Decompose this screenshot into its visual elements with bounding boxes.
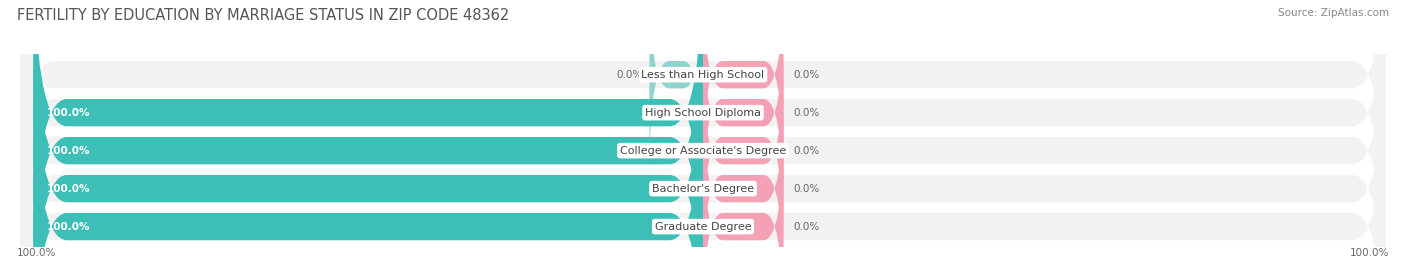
Text: Graduate Degree: Graduate Degree xyxy=(655,222,751,232)
FancyBboxPatch shape xyxy=(34,0,703,269)
Text: 100.0%: 100.0% xyxy=(17,248,56,258)
FancyBboxPatch shape xyxy=(703,12,783,213)
Text: 0.0%: 0.0% xyxy=(793,184,820,194)
FancyBboxPatch shape xyxy=(703,88,783,269)
FancyBboxPatch shape xyxy=(703,126,783,269)
Text: 0.0%: 0.0% xyxy=(793,108,820,118)
FancyBboxPatch shape xyxy=(20,12,1386,269)
Text: College or Associate's Degree: College or Associate's Degree xyxy=(620,146,786,156)
Text: 0.0%: 0.0% xyxy=(616,70,643,80)
FancyBboxPatch shape xyxy=(703,50,783,251)
Text: 0.0%: 0.0% xyxy=(793,146,820,156)
FancyBboxPatch shape xyxy=(34,0,703,269)
FancyBboxPatch shape xyxy=(20,0,1386,269)
Text: 100.0%: 100.0% xyxy=(46,108,90,118)
FancyBboxPatch shape xyxy=(20,0,1386,269)
Text: FERTILITY BY EDUCATION BY MARRIAGE STATUS IN ZIP CODE 48362: FERTILITY BY EDUCATION BY MARRIAGE STATU… xyxy=(17,8,509,23)
Text: Source: ZipAtlas.com: Source: ZipAtlas.com xyxy=(1278,8,1389,18)
Text: 0.0%: 0.0% xyxy=(793,70,820,80)
FancyBboxPatch shape xyxy=(650,0,703,175)
Text: 100.0%: 100.0% xyxy=(46,184,90,194)
FancyBboxPatch shape xyxy=(20,50,1386,269)
Text: 0.0%: 0.0% xyxy=(793,222,820,232)
Text: 100.0%: 100.0% xyxy=(46,146,90,156)
FancyBboxPatch shape xyxy=(34,50,703,269)
Text: Less than High School: Less than High School xyxy=(641,70,765,80)
FancyBboxPatch shape xyxy=(34,12,703,269)
FancyBboxPatch shape xyxy=(703,0,783,175)
Text: 100.0%: 100.0% xyxy=(1350,248,1389,258)
Text: Bachelor's Degree: Bachelor's Degree xyxy=(652,184,754,194)
FancyBboxPatch shape xyxy=(20,0,1386,251)
Text: High School Diploma: High School Diploma xyxy=(645,108,761,118)
Text: 100.0%: 100.0% xyxy=(46,222,90,232)
